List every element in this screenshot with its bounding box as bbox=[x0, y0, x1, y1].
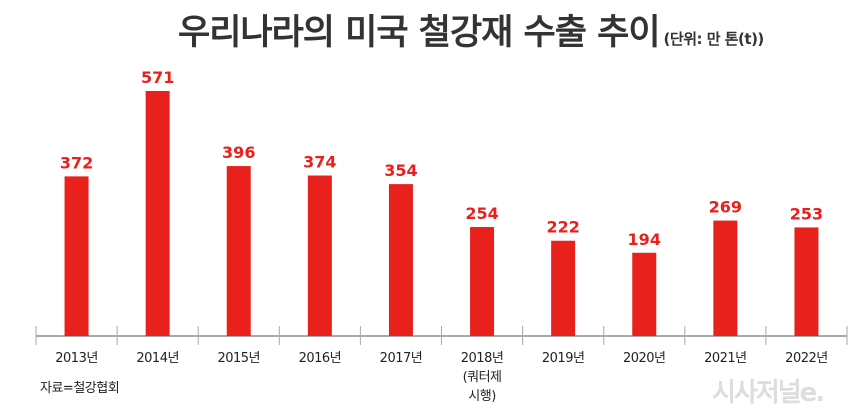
bar bbox=[388, 184, 413, 336]
x-tick-label: 2016년 bbox=[299, 351, 342, 366]
title-text: 우리나라의 미국 철강재 수출 추이 bbox=[178, 13, 661, 53]
data-label: 372 bbox=[60, 153, 93, 172]
x-tick-label: 2020년 bbox=[623, 351, 666, 366]
data-label: 571 bbox=[141, 68, 174, 87]
unit-label: (단위: 만 톤(t)) bbox=[663, 30, 765, 48]
bar bbox=[551, 240, 576, 336]
x-tick-label: 2013년 bbox=[55, 351, 98, 366]
bar bbox=[226, 166, 251, 336]
data-label: 354 bbox=[384, 161, 417, 180]
data-label: 253 bbox=[790, 204, 823, 223]
x-tick-label: 2022년 bbox=[785, 351, 828, 366]
data-label: 194 bbox=[628, 230, 661, 249]
bar bbox=[713, 220, 738, 336]
publisher-logo: 시사저널e. bbox=[712, 378, 825, 408]
source-note: 자료=철강협회 bbox=[40, 381, 120, 396]
x-tick-label: 2019년 bbox=[542, 351, 585, 366]
bar bbox=[632, 252, 657, 336]
chart-title: 우리나라의 미국 철강재 수출 추이 (단위: 만 톤(t)) bbox=[178, 4, 764, 55]
x-tick-label: 2018년 (쿼터제 시행) bbox=[461, 351, 504, 404]
bar bbox=[794, 227, 819, 336]
x-tick-label: 2015년 bbox=[217, 351, 260, 366]
data-label: 374 bbox=[303, 153, 336, 172]
bar bbox=[145, 91, 170, 336]
data-label: 222 bbox=[546, 218, 579, 237]
bar bbox=[64, 176, 89, 336]
data-label: 254 bbox=[465, 204, 498, 223]
bar bbox=[307, 175, 332, 336]
x-tick-label: 2014년 bbox=[136, 351, 179, 366]
data-label: 396 bbox=[222, 143, 255, 162]
x-tick-label: 2021년 bbox=[704, 351, 747, 366]
bar bbox=[470, 227, 495, 336]
data-label: 269 bbox=[709, 198, 742, 217]
x-tick-label: 2017년 bbox=[380, 351, 423, 366]
